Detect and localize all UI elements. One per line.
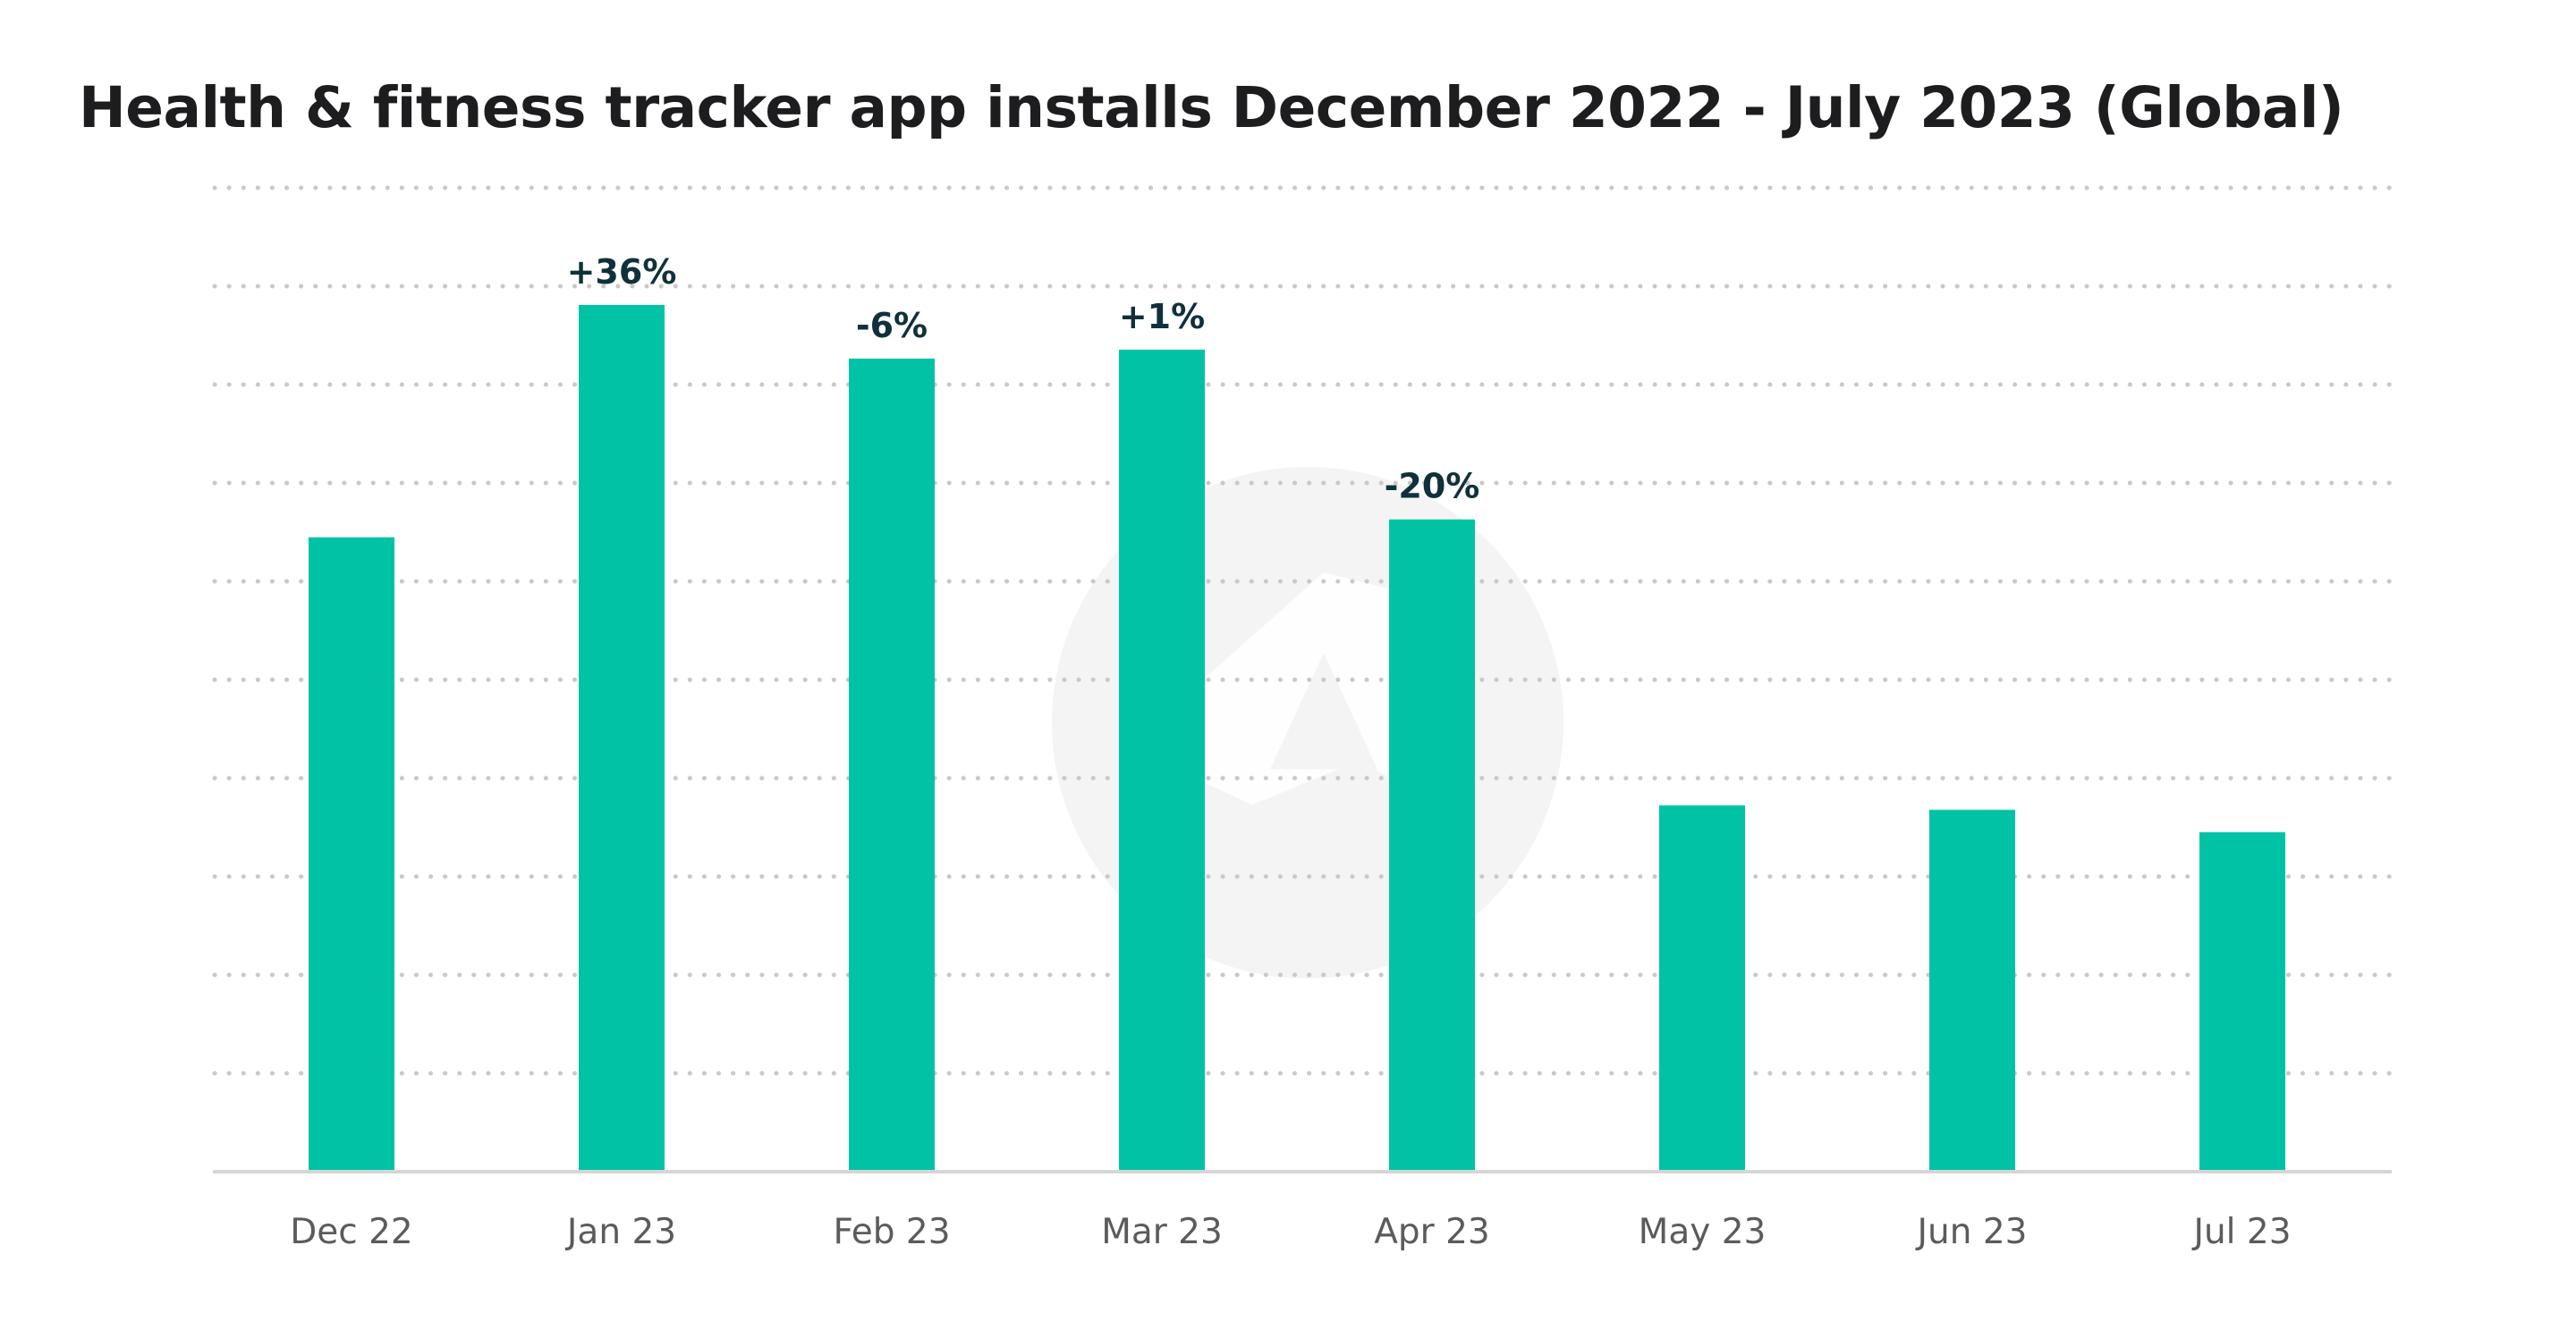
x-tick-label: Feb 23 <box>833 1212 950 1252</box>
x-tick-label: Jun 23 <box>1915 1212 2028 1252</box>
change-labels: +36% -6% +1% -20% <box>567 252 1480 506</box>
bar-jan-23 <box>579 304 665 1173</box>
change-label: -20% <box>1385 467 1480 506</box>
bar-mar-23 <box>1119 349 1205 1172</box>
change-label: +1% <box>1119 297 1205 336</box>
bar-dec-22 <box>309 537 394 1172</box>
x-tick-label: May 23 <box>1639 1212 1767 1252</box>
bar-apr-23 <box>1389 519 1475 1172</box>
x-tick-label: Apr 23 <box>1374 1212 1490 1252</box>
x-tick-label: Jan 23 <box>564 1212 676 1252</box>
bar-may-23 <box>1659 805 1745 1172</box>
bar-feb-23 <box>849 358 935 1172</box>
gridlines <box>212 185 2393 1076</box>
change-label: +36% <box>567 252 677 292</box>
x-tick-label: Jul 23 <box>2190 1212 2291 1252</box>
change-label: -6% <box>856 306 928 345</box>
x-axis-tick-labels: Dec 22 Jan 23 Feb 23 Mar 23 Apr 23 May 23 Jun … <box>290 1212 2291 1252</box>
bar-jun-23 <box>1929 809 2015 1172</box>
bar-jul-23 <box>2199 832 2285 1172</box>
watermark-mark-inner <box>1270 653 1377 769</box>
chart-title: Health & fitness tracker app installs De… <box>79 75 2344 140</box>
bars <box>309 304 2285 1173</box>
watermark-mark <box>1123 572 1467 823</box>
x-tick-label: Dec 22 <box>290 1212 413 1252</box>
x-tick-label: Mar 23 <box>1101 1212 1223 1252</box>
